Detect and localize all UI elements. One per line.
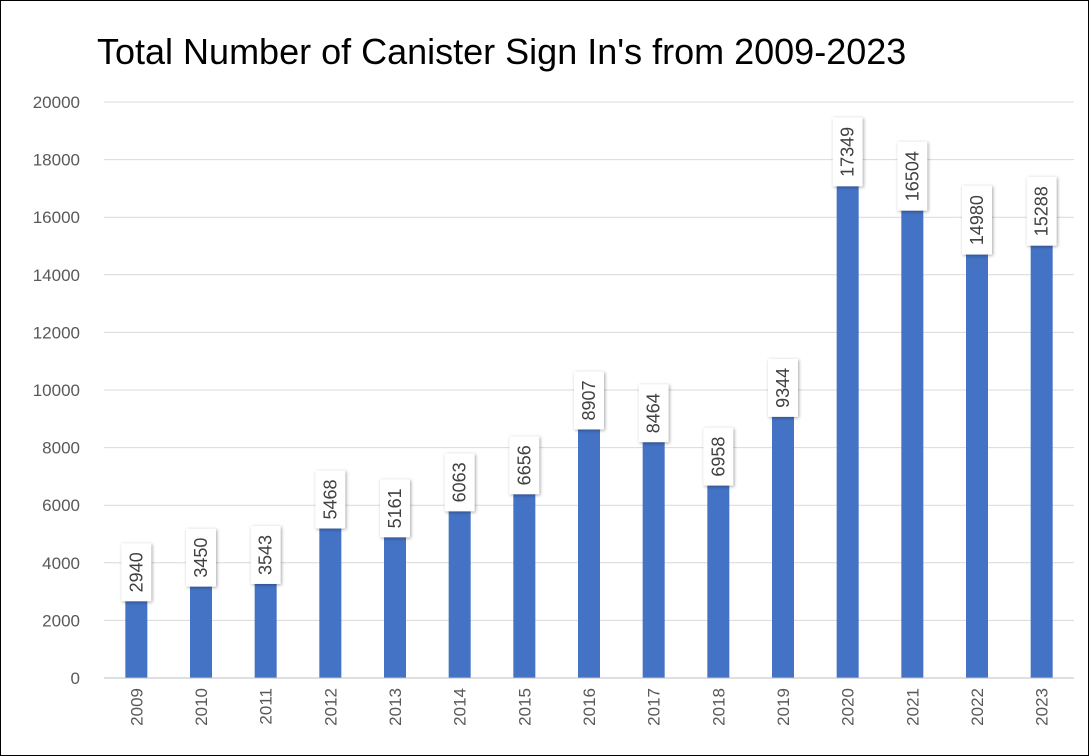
x-tick-label: 2010 <box>192 688 211 726</box>
bar <box>254 575 277 678</box>
x-tick-label: 2012 <box>321 688 340 726</box>
data-label: 8907 <box>579 380 599 420</box>
bars <box>125 178 1053 679</box>
data-label: 2940 <box>126 552 146 592</box>
data-label-box <box>121 543 152 602</box>
x-tick-label: 2018 <box>709 688 728 726</box>
data-label: 8464 <box>644 393 664 433</box>
bar <box>1030 237 1053 678</box>
data-label: 15288 <box>1032 186 1052 236</box>
data-label: 6656 <box>514 445 534 485</box>
data-label-box <box>897 141 928 211</box>
y-tick-label: 14000 <box>33 266 80 285</box>
x-tick-label: 2015 <box>515 688 534 726</box>
data-label-box <box>832 117 863 187</box>
x-tick-label: 2016 <box>580 688 599 726</box>
bar <box>384 529 406 678</box>
bar <box>190 578 212 678</box>
bar <box>513 486 536 678</box>
x-tick-label: 2020 <box>839 688 858 726</box>
data-label-box <box>703 427 734 486</box>
bar <box>125 593 148 678</box>
y-tick-label: 16000 <box>33 208 80 227</box>
data-label: 5161 <box>385 488 405 528</box>
data-label-box <box>1026 176 1057 246</box>
x-tick-label: 2014 <box>451 688 470 726</box>
data-label: 9344 <box>773 368 793 408</box>
data-label-box <box>186 528 216 587</box>
y-tick-label: 2000 <box>42 611 80 630</box>
data-label: 5468 <box>320 479 340 519</box>
y-tick-label: 20000 <box>33 93 80 112</box>
bar <box>578 421 600 678</box>
bar <box>966 246 988 679</box>
bar <box>448 503 471 678</box>
bar <box>707 477 730 678</box>
data-label-box <box>250 525 281 584</box>
bar <box>836 178 859 678</box>
x-tick-label: 2013 <box>386 688 405 726</box>
y-tick-label: 4000 <box>42 554 80 573</box>
y-tick-label: 6000 <box>42 496 80 515</box>
data-label-box <box>962 185 992 255</box>
bar <box>642 434 665 678</box>
x-tick-label: 2021 <box>903 688 922 726</box>
bar <box>772 408 794 678</box>
x-tick-label: 2023 <box>1033 688 1052 726</box>
data-label: 3543 <box>256 535 276 575</box>
y-tick-label: 12000 <box>33 323 80 342</box>
data-label-box <box>574 371 604 430</box>
x-tick-label: 2022 <box>968 688 987 726</box>
x-tick-label: 2017 <box>645 688 664 726</box>
bar <box>901 202 924 678</box>
data-label-box <box>768 358 798 417</box>
data-label: 3450 <box>191 538 211 578</box>
data-label: 6063 <box>450 462 470 502</box>
chart-title: Total Number of Canister Sign In's from … <box>97 31 907 72</box>
bar <box>319 520 342 678</box>
axes: 0 2000 4000 6000 8000 10000 12000 14000 16000 180… <box>33 93 1074 726</box>
data-label-box <box>380 479 410 538</box>
data-label-box <box>315 470 346 529</box>
data-label: 14980 <box>967 195 987 245</box>
x-tick-label: 2019 <box>774 688 793 726</box>
data-label-box <box>638 384 669 443</box>
data-label: 6958 <box>708 437 728 477</box>
data-label: 17349 <box>838 127 858 177</box>
y-tick-label: 8000 <box>42 439 80 458</box>
data-labels: 2940 3450 3543 5468 5161 6063 6656 8907 8464 6958… <box>121 117 1057 602</box>
data-label-box <box>444 453 475 512</box>
y-tick-label: 0 <box>71 669 80 688</box>
x-tick-label: 2011 <box>257 688 276 725</box>
data-label: 16504 <box>902 151 922 201</box>
x-tick-label: 2009 <box>127 688 146 726</box>
data-label-box <box>509 436 540 495</box>
y-tick-label: 18000 <box>33 151 80 170</box>
y-tick-label: 10000 <box>33 381 80 400</box>
